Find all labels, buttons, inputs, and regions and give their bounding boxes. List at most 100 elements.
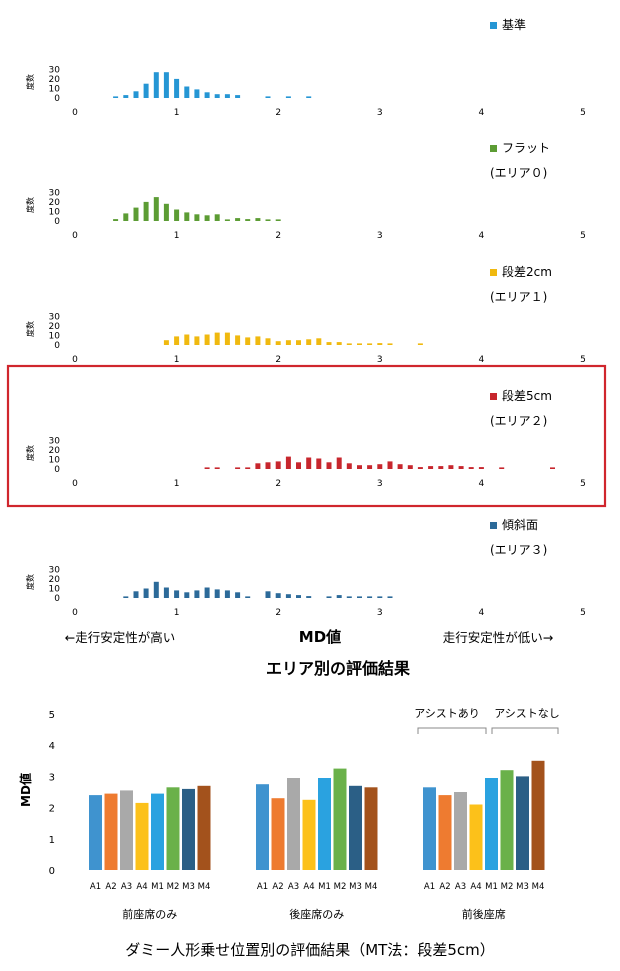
histogram-bar (224, 219, 230, 221)
bar (104, 793, 118, 870)
histogram-bar (357, 465, 362, 469)
histogram-bar (265, 338, 271, 345)
x-tick-label: 3 (377, 108, 383, 118)
bar-category-label: A2 (272, 882, 283, 892)
histogram-bar (163, 340, 169, 345)
x-tick-label: 3 (377, 355, 383, 365)
histogram-bar (113, 219, 119, 221)
histogram-bar (235, 95, 241, 98)
histogram-bar (438, 466, 444, 469)
histogram-bar (143, 588, 149, 598)
bar-y-tick-label: 3 (49, 772, 55, 783)
legend-label: フラット (502, 141, 550, 155)
histogram-bar (316, 338, 322, 345)
bar (318, 778, 331, 870)
y-tick-label: 20 (49, 198, 61, 208)
bar-category-label: M4 (532, 882, 545, 892)
bar-category-label: M1 (485, 882, 498, 892)
bar (135, 802, 149, 870)
bar-category-label: A4 (136, 882, 147, 892)
bar (256, 784, 269, 870)
legend-swatch (490, 522, 497, 529)
histogram-bar (285, 96, 291, 98)
legend: フラット (エリア０) (490, 141, 550, 180)
histogram-bar (123, 95, 129, 98)
bar-y-tick-label: 2 (49, 804, 55, 815)
histogram-bar (448, 465, 454, 469)
bar (485, 778, 498, 870)
assist-on-label: アシストあり (414, 707, 480, 720)
assist-off-label: アシストなし (494, 707, 560, 720)
bar-group-label: 後座席のみ (289, 907, 344, 921)
histogram-bar (285, 340, 291, 345)
histogram-bar (458, 466, 464, 469)
x-tick-label: 2 (275, 608, 281, 618)
bar (516, 776, 529, 870)
histogram-bar (397, 464, 403, 469)
bar-category-label: M4 (365, 882, 378, 892)
x-tick-label: 0 (72, 108, 78, 118)
histogram-bar (204, 587, 210, 598)
x-tick-label: 5 (580, 355, 586, 365)
y-tick-label: 20 (49, 575, 61, 585)
histogram-bar (306, 596, 312, 598)
x-tick-label: 1 (174, 108, 180, 118)
histogram-bar (184, 212, 190, 221)
histogram-bar (123, 596, 129, 598)
assist-off-bracket (491, 727, 559, 734)
histogram-bar (275, 461, 281, 469)
highlight-frame (6, 364, 607, 508)
histogram-bar (275, 593, 281, 598)
y-tick-label: 0 (54, 465, 60, 475)
bar-category-label: A3 (288, 882, 299, 892)
histogram-bar (387, 596, 393, 598)
histogram-bar (204, 467, 210, 469)
bar-category-label: A3 (455, 882, 466, 892)
histogram-bar (326, 596, 332, 598)
x-tick-label: 0 (72, 355, 78, 365)
histogram-bar (214, 467, 220, 469)
histogram-bar (377, 343, 383, 345)
histogram-bar (255, 218, 261, 221)
histogram-bar (174, 78, 180, 98)
histogram-bar (306, 96, 312, 98)
bar-y-axis-title: MD値 (18, 773, 33, 807)
histogram-bar (174, 209, 180, 221)
bar (166, 787, 180, 870)
x-tick-label: 4 (479, 608, 485, 618)
histogram-bar (214, 94, 220, 98)
histogram-bar (285, 594, 291, 598)
x-tick-label: 3 (377, 608, 383, 618)
histogram-bar (407, 465, 413, 469)
histogram-bar (346, 343, 352, 345)
y-tick-label: 0 (54, 217, 60, 227)
histogram-bar (153, 581, 159, 598)
legend: 傾斜面 (エリア３) (490, 518, 547, 557)
hist-caption: エリア別の評価結果 (266, 659, 410, 678)
histogram-bar (296, 595, 301, 598)
bar-group-3: A1 A2 A3 A4 M1 M2 M3 M4 前後座席 (423, 760, 545, 921)
histogram-bar (224, 332, 230, 345)
y-tick-label: 10 (49, 584, 61, 594)
histogram-bar (143, 201, 149, 221)
y-axis-label: 度数 (25, 321, 35, 337)
histogram-bar (275, 341, 281, 345)
bar-group-label: 前後座席 (462, 907, 506, 921)
y-tick-label: 20 (49, 446, 61, 456)
bar (151, 793, 164, 870)
bar (333, 768, 347, 870)
histogram-bar (550, 467, 555, 469)
bar (438, 795, 452, 870)
bar-category-label: M2 (334, 882, 347, 892)
histogram-bar (235, 467, 241, 469)
y-axis-label: 度数 (25, 197, 35, 213)
histogram-bar (296, 462, 301, 469)
bar-y-tick-label: 1 (49, 835, 55, 846)
histogram-bar (133, 207, 139, 221)
x-tick-label: 1 (174, 479, 180, 489)
histogram-bar (367, 465, 373, 469)
histogram-bar (224, 94, 230, 98)
